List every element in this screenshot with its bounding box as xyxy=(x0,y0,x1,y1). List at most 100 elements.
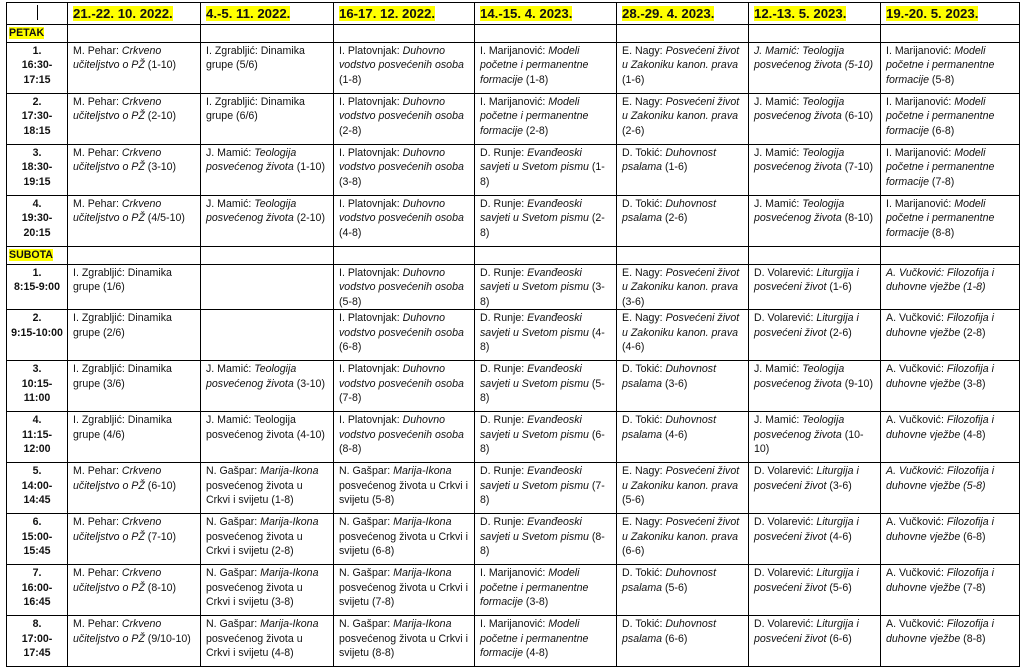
day-label-cell: PETAK xyxy=(6,24,68,43)
lecture-cell: I. Marijanović: Modeli početne i permane… xyxy=(880,195,1020,247)
session-count: (6-10) xyxy=(841,110,873,123)
slot-number: 2. xyxy=(32,312,42,325)
lecturer: I. Platovnjak: xyxy=(339,414,403,427)
lecture-cell: J. Mamić: Teologija posvećenog života (5… xyxy=(748,42,881,94)
session-count: (1-6) xyxy=(826,281,852,294)
session-count: (5-6) xyxy=(826,581,852,594)
course-title: Evanđeoski savjeti u Svetom pismu xyxy=(480,516,589,543)
session-count: (5-8) xyxy=(928,73,955,86)
lecturer: D. Tokić: xyxy=(622,363,666,376)
course-title: Duhovnost psalama xyxy=(622,618,717,645)
lecture-cell: E. Nagy: Posvećeni život u Zakoniku kano… xyxy=(616,42,749,94)
course-title: Evanđeoski savjeti u Svetom pismu xyxy=(480,465,589,492)
time-slot: 7. 16:00-16:45 xyxy=(6,564,68,617)
session-count: (3-6) xyxy=(622,295,645,308)
lecture-cell: D. Volarević: Liturgija i posvećeni živo… xyxy=(748,564,881,617)
lecture-cell: A. Vučković: Filozofija i duhovne vježbe… xyxy=(880,564,1020,617)
course-title: Teologija posvećenog života xyxy=(754,198,845,225)
slot-row: 5. 14:00-14:45 M. Pehar: Crkveno učiteljst… xyxy=(6,462,1020,515)
course-title: Evanđeoski savjeti u Svetom pismu xyxy=(480,198,589,225)
course-title: Posvećeni život u Zakoniku kanon. prava xyxy=(622,267,740,294)
lecturer: A. Vučković: xyxy=(886,414,947,427)
lecturer: D. Tokić: xyxy=(622,198,666,210)
course-title: Marija-Ikona xyxy=(393,618,452,631)
lecture-cell: J. Mamić: Teologija posvećenog života (7… xyxy=(748,144,881,196)
lecture-cell: M. Pehar: Crkveno učiteljstvo o PŽ (6-10… xyxy=(67,462,201,515)
lecture-cell: M. Pehar: Crkveno učiteljstvo o PŽ (3-10… xyxy=(67,144,201,196)
session-count: (2-10) xyxy=(293,212,325,225)
lecture-cell: N. Gašpar: Marija-Ikona posvećenog život… xyxy=(333,513,475,566)
lecture-cell: D. Tokić: Duhovnost psalama (4-6) xyxy=(616,411,749,464)
course-title: Marija-Ikona xyxy=(260,516,319,529)
lecture-cell: A. Vučković: Filozofija i duhovne vježbe… xyxy=(880,462,1020,515)
slot-row: 2. 17:30-18:15 M. Pehar: Crkveno učiteljst… xyxy=(6,93,1020,145)
lecturer: J. Mamić: xyxy=(754,45,803,57)
lecture-cell: D. Runje: Evanđeoski savjeti u Svetom pi… xyxy=(474,309,617,362)
course-title: Duhovno vodstvo posvećenih osoba xyxy=(339,198,464,225)
lecturer: N. Gašpar: xyxy=(339,567,394,580)
lecture-cell: I. Marijanović: Modeli početne i permane… xyxy=(474,564,617,617)
lecturer: D. Volarević: xyxy=(754,267,817,279)
lecturer: I. Platovnjak: xyxy=(339,45,403,57)
lecture-cell: I. Platovnjak: Duhovno vodstvo posvećeni… xyxy=(333,411,475,464)
lecturer: D. Runje: xyxy=(480,363,528,376)
course-title: Teologija posvećenog života xyxy=(754,45,845,72)
time-slot: 8. 17:00-17:45 xyxy=(6,615,68,668)
lecture-cell: I. Zgrabljić: Dinamika grupe (2/6) xyxy=(67,309,201,362)
lecturer: M. Pehar: xyxy=(73,147,122,159)
lecture-cell: I. Platovnjak: Duhovno vodstvo posvećeni… xyxy=(333,195,475,247)
slot-number: 1. xyxy=(32,267,42,279)
lecturer: I. Platovnjak: xyxy=(339,312,403,325)
day-label-cell: SUBOTA xyxy=(6,246,68,265)
lecture-cell: D. Runje: Evanđeoski savjeti u Svetom pi… xyxy=(474,513,617,566)
session-count: (1-10) xyxy=(144,59,177,72)
lecture-cell: A. Vučković: Filozofija i duhovne vježbe… xyxy=(880,263,1020,311)
lecturer: I. Marijanović: xyxy=(886,45,955,57)
lecture-cell: D. Volarević: Liturgija i posvećeni živo… xyxy=(748,513,881,566)
session-count: posvećenog života u Crkvi i svijetu (8-8… xyxy=(339,632,468,660)
course-title: Posvećeni život u Zakoniku kanon. prava xyxy=(622,96,740,123)
slot-number: 8. xyxy=(32,618,42,631)
empty-cell xyxy=(748,24,881,43)
course-title: Marija-Ikona xyxy=(260,618,319,631)
lecturer: J. Mamić: xyxy=(754,147,803,159)
course-title: Posvećeni život u Zakoniku kanon. prava xyxy=(622,45,740,72)
lecture-cell: D. Volarević: Liturgija i posvećeni živo… xyxy=(748,462,881,515)
date-header: 16-17. 12. 2022. xyxy=(333,2,475,25)
lecture-cell: J. Mamić: Teologija posvećenog života (3… xyxy=(200,360,334,413)
time-slot: 1. 8:15-9:00 xyxy=(6,263,68,311)
course-title: Duhovno vodstvo posvećenih osoba xyxy=(339,414,464,441)
session-count: (7-10) xyxy=(144,530,177,543)
session-count: (9/10-10) xyxy=(144,632,191,645)
lecture-cell: I. Platovnjak: Duhovno vodstvo posvećeni… xyxy=(333,144,475,196)
course-title: Teologija posvećenog života xyxy=(206,363,297,390)
session-count: (6-8) xyxy=(480,428,605,456)
lecture-cell: J. Mamić: Teologija posvećenog života (6… xyxy=(748,93,881,145)
lecture-cell: A. Vučković: Filozofija i duhovne vježbe… xyxy=(880,309,1020,362)
course-title: Filozofija i duhovne vježbe xyxy=(886,312,994,339)
session-count: posvećenog života u Crkvi i svijetu (6-8… xyxy=(339,530,468,558)
time-slot: 2. 17:30-18:15 xyxy=(6,93,68,145)
lecturer: M. Pehar: xyxy=(73,45,122,57)
lecture-cell: A. Vučković: Filozofija i duhovne vježbe… xyxy=(880,360,1020,413)
session-count: posvećenog života u Crkvi i svijetu (4-8… xyxy=(206,632,303,660)
lecturer: I. Marijanović: xyxy=(480,45,549,57)
lecturer: D. Runje: xyxy=(480,312,528,325)
slot-row: 6. 15:00-15:45 M. Pehar: Crkveno učiteljst… xyxy=(6,513,1020,566)
session-count: posvećenog života u Crkvi i svijetu (3-8… xyxy=(206,581,303,609)
lecturer: A. Vučković: xyxy=(886,267,948,279)
session-count: (2-8) xyxy=(480,212,605,239)
corner-mark xyxy=(36,5,38,20)
course-title: Evanđeoski savjeti u Svetom pismu xyxy=(480,267,589,294)
session-count: (2-8) xyxy=(960,326,986,339)
empty-cell xyxy=(880,24,1020,43)
course-title: Marija-Ikona xyxy=(260,465,319,478)
session-count: (7-8) xyxy=(960,581,986,594)
lecture-cell: E. Nagy: Posvećeni život u Zakoniku kano… xyxy=(616,462,749,515)
course-title: Modeli početne i permanentne formacije xyxy=(886,96,995,137)
lecturer: I. Zgrabljić: Dinamika grupe (2/6) xyxy=(73,312,172,339)
lecture-cell: I. Platovnjak: Duhovno vodstvo posvećeni… xyxy=(333,309,475,362)
session-count: (4-8) xyxy=(339,226,362,239)
session-count: (5-6) xyxy=(622,494,645,507)
course-title: Evanđeoski savjeti u Svetom pismu xyxy=(480,363,589,390)
